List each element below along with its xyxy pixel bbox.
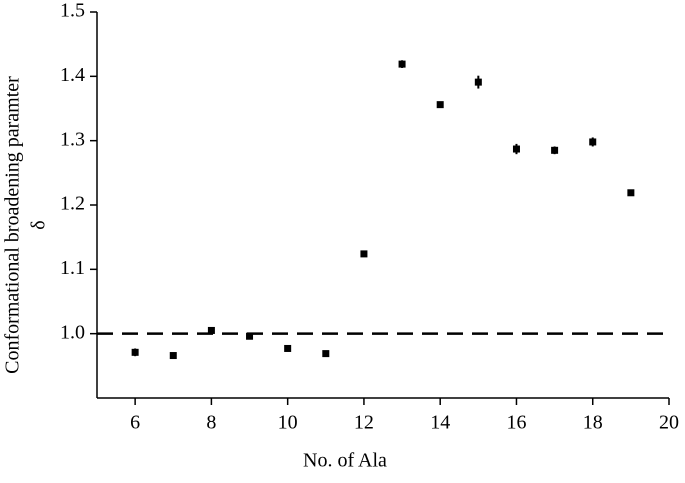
point — [131, 348, 139, 356]
y-tick-label: 1.4 — [60, 64, 85, 86]
point — [512, 145, 520, 153]
point — [322, 350, 330, 358]
point — [589, 138, 597, 146]
y-tick-label: 1.3 — [60, 128, 85, 150]
point — [436, 101, 444, 109]
x-tick-label: 18 — [583, 412, 603, 434]
point — [627, 189, 635, 197]
x-tick-label: 16 — [506, 412, 526, 434]
point — [398, 60, 406, 68]
point — [474, 78, 482, 86]
y-tick-label: 1.5 — [60, 0, 85, 22]
y-tick-label: 1.0 — [60, 321, 85, 343]
point — [284, 344, 292, 352]
x-tick-label: 6 — [130, 412, 140, 434]
y-axis-label: Conformational broadening paramter — [2, 76, 24, 374]
y-tick-label: 1.1 — [60, 257, 85, 279]
x-tick-label: 10 — [278, 412, 298, 434]
point — [551, 146, 559, 154]
x-tick-label: 12 — [354, 412, 374, 434]
point — [169, 352, 177, 360]
y-tick-label: 1.2 — [60, 193, 85, 215]
y-axis-symbol: δ — [28, 220, 50, 229]
point — [207, 326, 215, 334]
x-axis-label: No. of Ala — [303, 450, 387, 472]
point — [360, 250, 368, 258]
point — [246, 332, 254, 340]
x-tick-label: 20 — [659, 412, 679, 434]
x-tick-label: 8 — [206, 412, 216, 434]
x-tick-label: 14 — [430, 412, 450, 434]
